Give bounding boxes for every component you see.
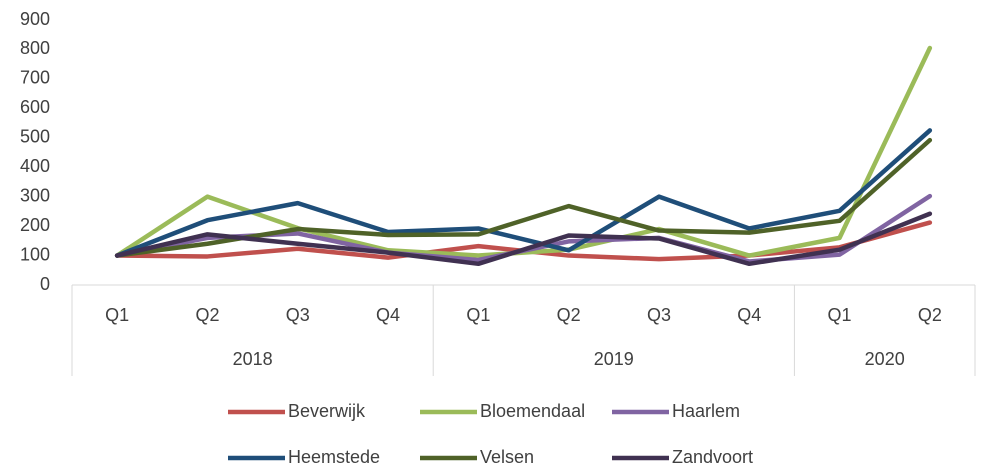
x-tick-label: Q2: [557, 305, 581, 325]
x-tick-label: Q2: [195, 305, 219, 325]
y-tick-label: 100: [20, 244, 50, 264]
group-label: 2020: [865, 349, 905, 369]
legend-label: Zandvoort: [672, 447, 753, 466]
x-tick-label: Q4: [376, 305, 400, 325]
series-line: [114, 128, 933, 258]
x-tick-label: Q2: [918, 305, 942, 325]
group-label: 2018: [233, 349, 273, 369]
y-tick-label: 300: [20, 185, 50, 205]
group-label: 2019: [594, 349, 634, 369]
y-tick-label: 0: [40, 274, 50, 294]
x-tick-label: Q4: [737, 305, 761, 325]
series-line: [114, 137, 933, 258]
x-tick-label: Q1: [105, 305, 129, 325]
y-tick-label: 900: [20, 9, 50, 29]
series-line: [114, 211, 933, 267]
y-tick-label: 700: [20, 68, 50, 88]
y-tick-label: 500: [20, 127, 50, 147]
legend-label: Heemstede: [288, 447, 380, 466]
legend-label: Bloemendaal: [480, 401, 585, 421]
x-tick-label: Q3: [286, 305, 310, 325]
x-tick-label: Q1: [828, 305, 852, 325]
y-tick-label: 200: [20, 215, 50, 235]
legend-label: Velsen: [480, 447, 534, 466]
x-tick-label: Q3: [647, 305, 671, 325]
legend-label: Beverwijk: [288, 401, 366, 421]
y-tick-label: 800: [20, 38, 50, 58]
x-tick-label: Q1: [466, 305, 490, 325]
y-tick-label: 600: [20, 97, 50, 117]
legend-label: Haarlem: [672, 401, 740, 421]
y-tick-label: 400: [20, 156, 50, 176]
